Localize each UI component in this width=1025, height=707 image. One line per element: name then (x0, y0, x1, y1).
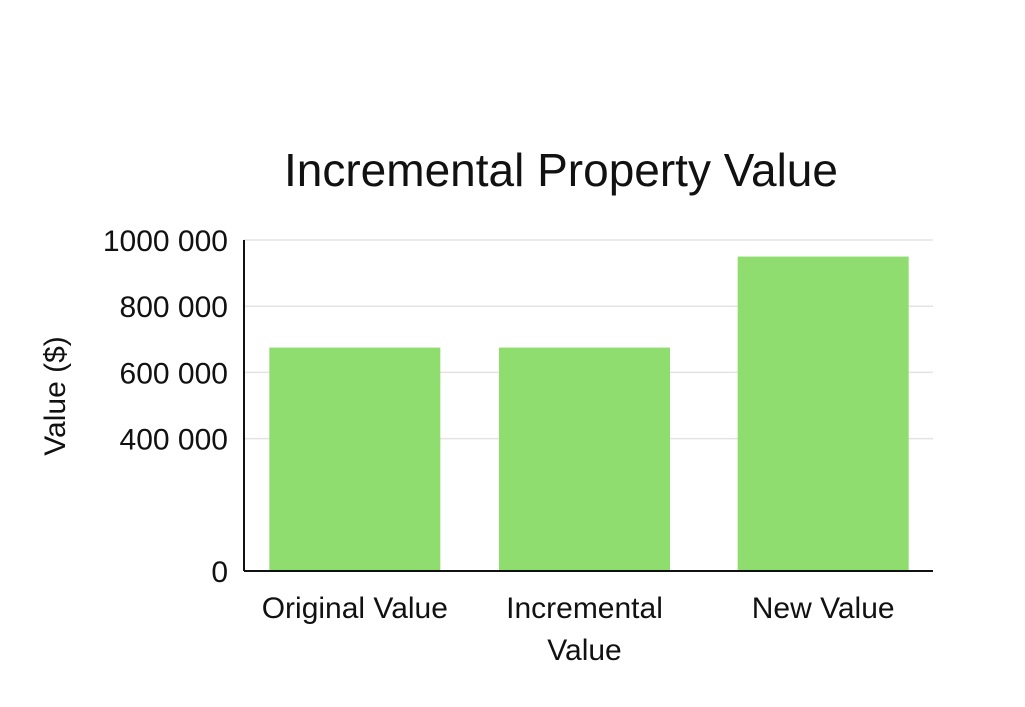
y-tick-label: 800 000 (120, 291, 228, 324)
bar (499, 347, 670, 571)
chart-title: Incremental Property Value (284, 144, 838, 196)
x-tick-labels: Original Value Incremental Value New Value (262, 592, 895, 667)
bars (269, 256, 909, 571)
y-tick-label: 400 000 (120, 424, 228, 457)
x-tick-label: Original Value (262, 592, 448, 625)
axes (243, 240, 933, 572)
x-tick-label: New Value (752, 592, 895, 625)
y-tick-labels: 0 400 000 600 000 800 000 1000 000 (103, 225, 228, 589)
bar (737, 256, 909, 571)
bar (269, 347, 441, 571)
y-tick-label: 0 (211, 556, 228, 589)
x-tick-label-line: Value (547, 634, 622, 667)
y-axis-label: Value ($) (39, 336, 72, 456)
y-tick-label: 1000 000 (103, 225, 228, 258)
y-tick-label: 600 000 (120, 357, 228, 390)
x-tick-label-line: Incremental (506, 592, 663, 625)
x-tick-label-line: Original Value (262, 592, 448, 625)
x-tick-label-line: New Value (752, 592, 895, 625)
x-tick-label: Incremental Value (506, 592, 663, 667)
